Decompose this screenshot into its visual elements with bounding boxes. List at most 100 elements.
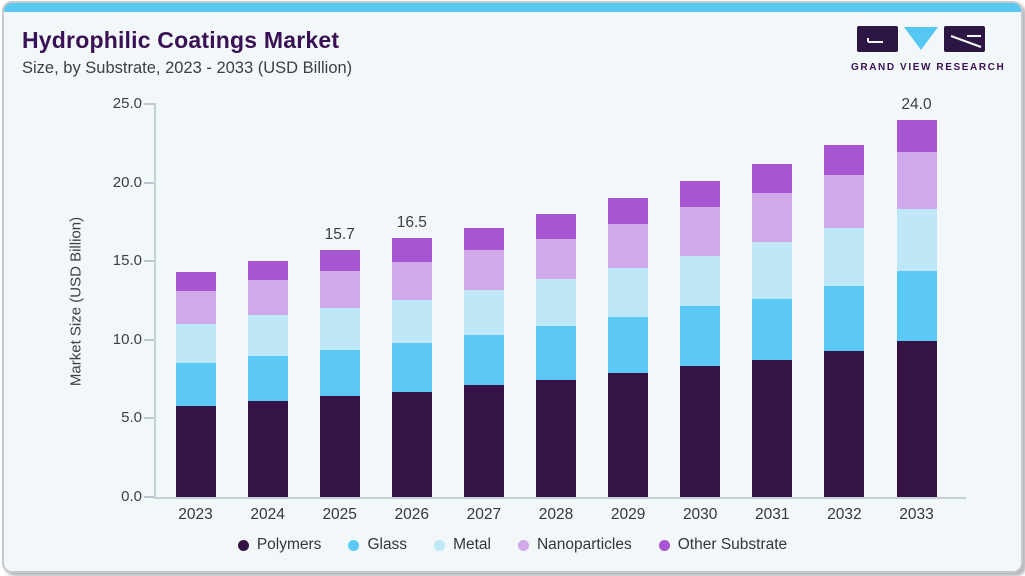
bar-segment-other-substrate — [824, 144, 865, 175]
bar-segment-other-substrate — [752, 163, 793, 193]
y-tick-mark — [144, 260, 154, 263]
bar-segment-metal — [319, 307, 360, 351]
bar-segment-other-substrate — [680, 181, 721, 207]
bar-2024 — [247, 261, 288, 497]
legend-item-nanoparticles: Nanoparticles — [517, 536, 632, 554]
bar-segment-nanoparticles — [824, 174, 865, 229]
x-tick-label: 2032 — [827, 506, 862, 523]
bar-segment-other-substrate — [247, 261, 288, 281]
bar-2027 — [463, 228, 504, 497]
bar-segment-nanoparticles — [175, 291, 216, 325]
legend-label: Nanoparticles — [536, 536, 632, 553]
y-tick-label: 5.0 — [121, 409, 142, 427]
bar-segment-glass — [824, 286, 865, 351]
bar-segment-other-substrate — [175, 272, 216, 292]
y-tick-label: 25.0 — [112, 95, 142, 112]
legend-label: Polymers — [256, 536, 322, 553]
x-tick-label: 2023 — [178, 506, 213, 523]
y-tick-label: 0.0 — [121, 488, 142, 505]
bar-segment-glass — [896, 270, 937, 342]
bar-segment-polymers — [319, 396, 360, 497]
legend: Polymers Glass Metal Nanoparticles Other Sub… — [4, 536, 1021, 554]
y-tick-mark — [144, 417, 154, 420]
gvr-logo-text: GRAND VIEW RESEARCH — [851, 62, 1006, 73]
x-tick-label: 2027 — [466, 506, 502, 523]
bar-segment-glass — [752, 298, 793, 361]
bar-segment-polymers — [824, 350, 865, 497]
bar-value-label: 16.5 — [396, 213, 427, 231]
x-tick-label: 2030 — [682, 506, 718, 523]
bar-segment-polymers — [896, 341, 937, 497]
x-tick-label: 2026 — [394, 506, 430, 523]
bar-value-label: 24.0 — [901, 95, 932, 113]
y-tick-label: 15.0 — [112, 252, 142, 270]
bar-segment-other-substrate — [896, 119, 937, 152]
bar-segment-glass — [247, 355, 288, 402]
bar-segment-polymers — [608, 372, 649, 497]
page-title: Hydrophilic Coatings Market — [22, 27, 340, 53]
legend-label: Metal — [453, 536, 491, 553]
bar-segment-nanoparticles — [391, 262, 432, 300]
y-tick-label: 10.0 — [112, 330, 142, 348]
legend-item-metal: Metal — [434, 536, 491, 554]
bar-segment-nanoparticles — [463, 250, 504, 290]
bar-segment-polymers — [391, 391, 432, 497]
bar-segment-metal — [536, 278, 576, 327]
bar-segment-metal — [608, 268, 649, 318]
bar-value-label: 15.7 — [324, 226, 355, 244]
y-axis-line — [154, 103, 156, 498]
bar-segment-metal — [247, 314, 288, 356]
bar-2029 — [608, 198, 649, 497]
x-axis-labels: 2023 2024 2025 2026 2027 2028 2029 2030 2031 2032… — [154, 506, 966, 526]
bar-segment-glass — [175, 363, 216, 406]
legend-label: Other Substrate — [677, 536, 788, 553]
page-subtitle: Size, by Substrate, 2023 - 2033 (USD Bil… — [22, 59, 353, 77]
x-tick-label: 2028 — [538, 506, 574, 523]
bar-segment-glass — [608, 317, 649, 373]
bar-segment-metal — [680, 255, 721, 307]
legend-item-polymers: Polymers — [237, 536, 322, 554]
bar-segment-nanoparticles — [752, 192, 793, 242]
bar-segment-nanoparticles — [608, 223, 649, 269]
bar-2025 — [319, 250, 360, 497]
legend-item-glass: Glass — [348, 536, 407, 554]
legend-item-other-substrate: Other Substrate — [658, 536, 788, 554]
bar-segment-metal — [824, 228, 865, 287]
bar-segment-metal — [175, 324, 216, 364]
bar-segment-other-substrate — [536, 214, 576, 240]
bar-segment-metal — [752, 241, 793, 299]
gvr-logo: GRAND VIEW RESEARCH — [851, 26, 1006, 73]
bar-segment-nanoparticles — [319, 270, 360, 308]
gvr-logo-icon — [857, 26, 985, 52]
legend-swatch-icon — [237, 539, 249, 551]
bar-segment-nanoparticles — [896, 151, 937, 209]
legend-swatch-icon — [434, 539, 446, 551]
bar-2026 — [391, 237, 432, 497]
legend-swatch-icon — [348, 539, 360, 551]
bar-segment-polymers — [536, 379, 576, 497]
x-tick-label: 2025 — [322, 506, 357, 523]
legend-swatch-icon — [517, 539, 529, 551]
bar-2032 — [824, 144, 865, 497]
y-tick-mark — [144, 103, 154, 105]
x-axis-line — [154, 497, 966, 499]
bar-segment-other-substrate — [319, 250, 360, 271]
bar-segment-other-substrate — [463, 228, 504, 251]
bar-segment-metal — [896, 208, 937, 271]
bar-segment-nanoparticles — [680, 207, 721, 256]
bar-segment-polymers — [247, 401, 288, 497]
bar-segment-polymers — [175, 405, 216, 497]
y-tick-mark — [144, 496, 154, 498]
top-accent-bar — [4, 3, 1021, 12]
bar-2030 — [680, 181, 721, 497]
bar-2031 — [752, 163, 793, 497]
y-tick-mark — [144, 181, 154, 184]
bar-segment-nanoparticles — [536, 239, 576, 279]
bar-segment-glass — [391, 342, 432, 392]
bar-2033 — [896, 119, 937, 497]
bar-segment-polymers — [752, 360, 793, 497]
x-tick-label: 2029 — [610, 506, 646, 523]
x-tick-label: 2031 — [755, 506, 790, 523]
bar-2023 — [175, 272, 216, 497]
